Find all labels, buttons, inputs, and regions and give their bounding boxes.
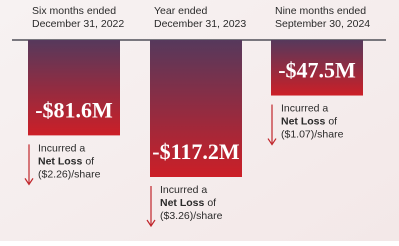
category-label: December 31, 2022	[32, 18, 124, 30]
value-label: -$81.6M	[35, 97, 113, 122]
note-tail: of	[328, 116, 337, 128]
note-line: ($3.26)/share	[160, 210, 223, 222]
note-line: Incurred a	[281, 103, 328, 115]
category-label: Nine months ended	[275, 5, 366, 17]
value-label: -$47.5M	[278, 58, 356, 83]
bar	[150, 40, 242, 177]
note-line: Net Loss of	[281, 116, 337, 128]
note-tail: of	[85, 155, 94, 167]
bar	[271, 40, 363, 96]
note-bold: Net Loss	[160, 197, 205, 209]
note-line: Incurred a	[160, 184, 207, 196]
note-line: Net Loss of	[160, 197, 216, 209]
category-label: December 31, 2023	[154, 18, 246, 30]
note-tail: of	[207, 197, 216, 209]
category-label: Six months ended	[32, 5, 116, 17]
note-line: ($2.26)/share	[38, 168, 101, 180]
note-line: ($1.07)/share	[281, 129, 344, 141]
category-label: September 30, 2024	[275, 18, 370, 30]
category-label: Year ended	[154, 5, 207, 17]
note-line: Incurred a	[38, 142, 85, 154]
note-bold: Net Loss	[38, 155, 83, 167]
arrow-head	[146, 219, 156, 228]
arrow-head	[24, 178, 34, 186]
bar	[28, 40, 120, 136]
note-bold: Net Loss	[281, 116, 326, 128]
arrow-head	[267, 138, 277, 146]
note-line: Net Loss of	[38, 155, 94, 167]
value-label: -$117.2M	[152, 139, 240, 164]
